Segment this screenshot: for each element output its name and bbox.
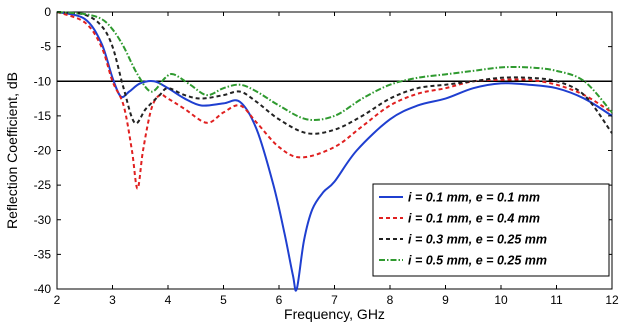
y-tick-label: -20 bbox=[34, 144, 52, 158]
x-axis-title: Frequency, GHz bbox=[284, 306, 385, 322]
x-tick-label: 7 bbox=[331, 293, 338, 307]
y-tick-label: 0 bbox=[44, 5, 51, 19]
y-tick-label: -40 bbox=[34, 282, 52, 296]
x-tick-label: 12 bbox=[605, 293, 619, 307]
legend: i = 0.1 mm, e = 0.1 mm i = 0.1 mm, e = 0.… bbox=[372, 183, 610, 277]
x-tick-label: 6 bbox=[276, 293, 283, 307]
x-tick-label: 8 bbox=[387, 293, 394, 307]
axis-ticks: 2 3 4 5 6 7 8 9 10 11 12 0 -5 -10 -15 -20 -25 -30 -35 -40 bbox=[34, 5, 619, 307]
legend-label: i = 0.5 mm, e = 0.25 mm bbox=[408, 254, 547, 268]
y-tick-label: -30 bbox=[34, 213, 52, 227]
x-tick-label: 5 bbox=[220, 293, 227, 307]
series-line-1 bbox=[56, 11, 613, 292]
series-line-4 bbox=[56, 11, 613, 122]
x-tick-label: 3 bbox=[109, 293, 116, 307]
legend-label: i = 0.1 mm, e = 0.4 mm bbox=[408, 212, 540, 226]
y-tick-label: -35 bbox=[34, 247, 52, 261]
legend-label: i = 0.1 mm, e = 0.1 mm bbox=[408, 191, 540, 205]
x-tick-label: 2 bbox=[54, 293, 61, 307]
legend-label: i = 0.3 mm, e = 0.25 mm bbox=[408, 233, 547, 247]
legend-box bbox=[372, 183, 610, 277]
x-tick-label: 11 bbox=[550, 293, 563, 307]
y-tick-label: -5 bbox=[40, 40, 51, 54]
series-lines bbox=[56, 11, 613, 292]
x-tick-label: 10 bbox=[494, 293, 508, 307]
y-tick-label: -10 bbox=[34, 74, 52, 88]
x-tick-label: 9 bbox=[442, 293, 449, 307]
y-tick-label: -15 bbox=[34, 109, 52, 123]
y-tick-label: -25 bbox=[34, 178, 52, 192]
series-line-3 bbox=[56, 11, 613, 135]
x-tick-label: 4 bbox=[165, 293, 172, 307]
y-axis-title: Reflection Coefficient, dB bbox=[4, 72, 20, 229]
